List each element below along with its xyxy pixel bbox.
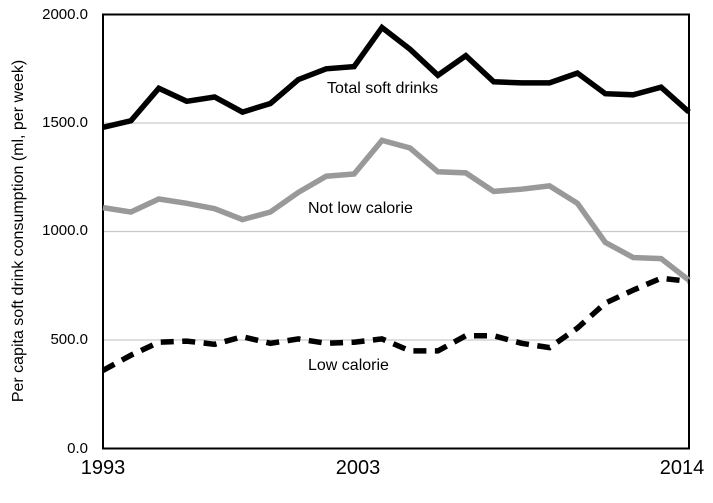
series-line-total-soft-drinks	[102, 23, 691, 130]
series-label-not-low-calorie: Not low calorie	[308, 200, 413, 217]
x-tick-label-1993: 1993	[80, 457, 126, 479]
x-tick-label-2003: 2003	[335, 457, 381, 479]
y-tick-label-0: 0.0	[67, 440, 88, 457]
series-line-not-low-calorie	[102, 137, 691, 283]
series-line-low-calorie	[101, 275, 690, 373]
y-tick-label-1500: 1500.0	[42, 114, 88, 131]
y-tick-label-500: 500.0	[50, 331, 88, 348]
x-tick-label-2014: 2014	[659, 457, 705, 479]
series-label-total-soft-drinks: Total soft drinks	[327, 80, 439, 97]
y-tick-label-2000: 2000.0	[42, 6, 88, 23]
y-tick-label-1000: 1000.0	[42, 222, 88, 239]
plot-border	[102, 13, 690, 450]
series-label-low-calorie: Low calorie	[308, 357, 389, 374]
